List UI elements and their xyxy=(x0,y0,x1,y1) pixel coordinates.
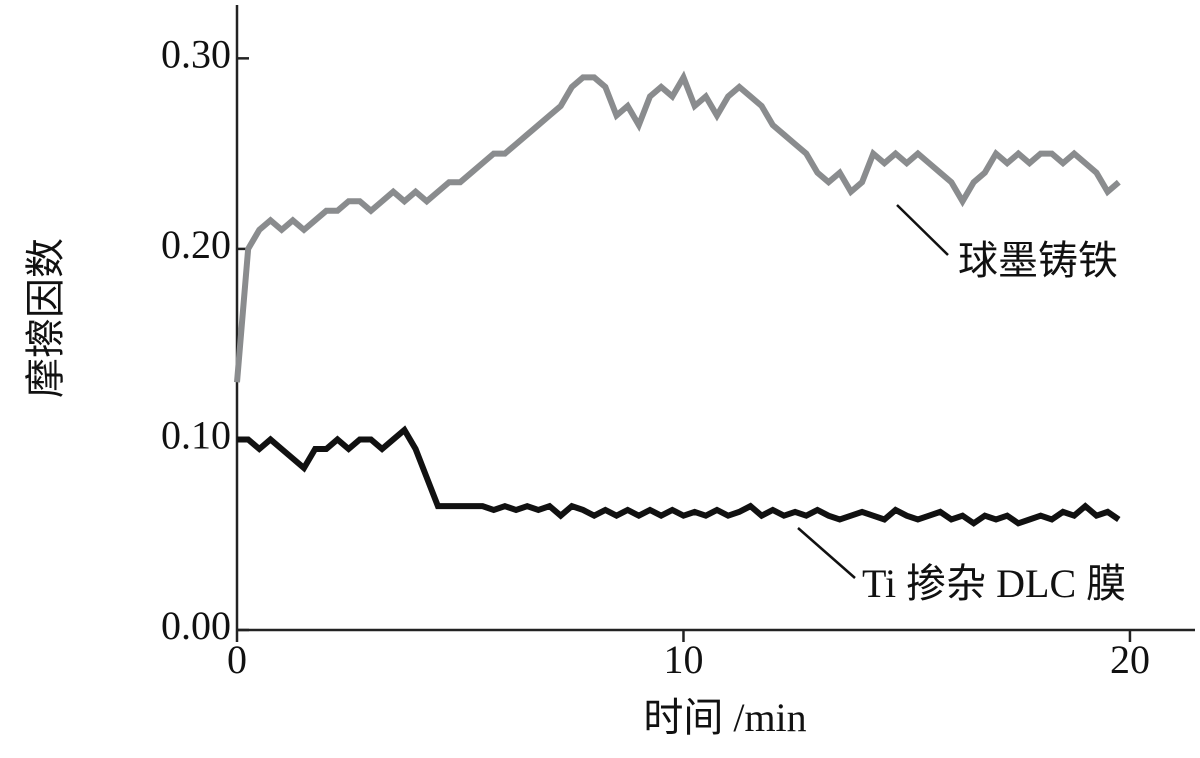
leader-line xyxy=(896,204,949,256)
y-tick-label: 0.00 xyxy=(161,603,231,648)
y-tick-label: 0.30 xyxy=(161,32,231,77)
y-axis-label: 摩擦因数 xyxy=(23,238,68,398)
x-axis-label: 时间 /min xyxy=(643,695,806,740)
annotation: Ti 掺杂 DLC 膜 xyxy=(862,561,1126,606)
x-tick-label: 10 xyxy=(663,637,703,682)
y-tick-label: 0.20 xyxy=(161,222,231,267)
y-tick-label: 0.10 xyxy=(161,413,231,458)
x-tick-label: 20 xyxy=(1110,637,1150,682)
leader-line xyxy=(797,527,856,579)
annotation: 球墨铸铁 xyxy=(958,238,1118,283)
data-line xyxy=(237,425,1121,527)
data-line xyxy=(234,70,1121,383)
x-tick-label: 0 xyxy=(227,637,247,682)
